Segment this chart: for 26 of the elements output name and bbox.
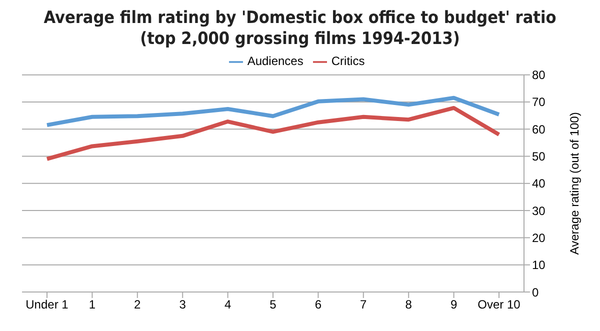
- y-tick-label: 80: [532, 68, 546, 82]
- y-tick-label: 40: [532, 176, 546, 191]
- y-tick-label: 30: [532, 204, 546, 218]
- legend-label: Audiences: [247, 54, 304, 68]
- y-tick-label: 60: [532, 122, 546, 136]
- y-tick-label: 20: [532, 230, 546, 245]
- x-tick-label: 6: [314, 298, 322, 312]
- x-tick-label: Under 1: [26, 298, 69, 312]
- x-tick-label: 4: [224, 298, 232, 312]
- x-tick-label: Over 10: [478, 298, 521, 312]
- x-tick-label: 2: [134, 298, 142, 312]
- y-tick-label: 10: [532, 258, 546, 272]
- chart-title: Average film rating by 'Domestic box office to budget' ratio (top 2,000 grossing films 1994-2013): [42, 8, 558, 50]
- x-tick-label: 3: [179, 298, 186, 312]
- y-tick-label: 50: [532, 150, 546, 164]
- y-axis-title: Average rating (out of 100): [567, 112, 582, 255]
- y-tick-label: 0: [532, 285, 539, 300]
- line-series: [45, 106, 501, 161]
- x-tick-label: 5: [270, 298, 277, 312]
- x-tick-label: 9: [450, 298, 458, 312]
- line-series: [45, 96, 501, 128]
- x-tick-label: 8: [405, 298, 412, 312]
- legend-label: Critics: [331, 54, 365, 68]
- y-tick-label: 70: [532, 95, 546, 110]
- x-tick-label: 7: [360, 298, 368, 312]
- x-tick-label: 1: [88, 298, 96, 312]
